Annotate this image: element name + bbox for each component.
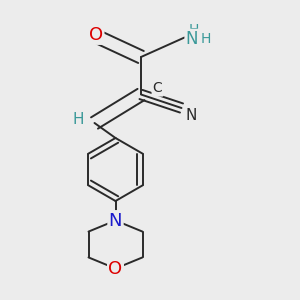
Text: O: O: [108, 260, 123, 278]
Text: H: H: [188, 23, 199, 37]
Text: N: N: [186, 30, 198, 48]
Text: N: N: [185, 108, 197, 123]
Text: N: N: [109, 212, 122, 230]
Text: O: O: [89, 26, 103, 44]
Text: H: H: [72, 112, 84, 128]
Text: C: C: [153, 82, 162, 95]
Text: H: H: [201, 32, 211, 46]
